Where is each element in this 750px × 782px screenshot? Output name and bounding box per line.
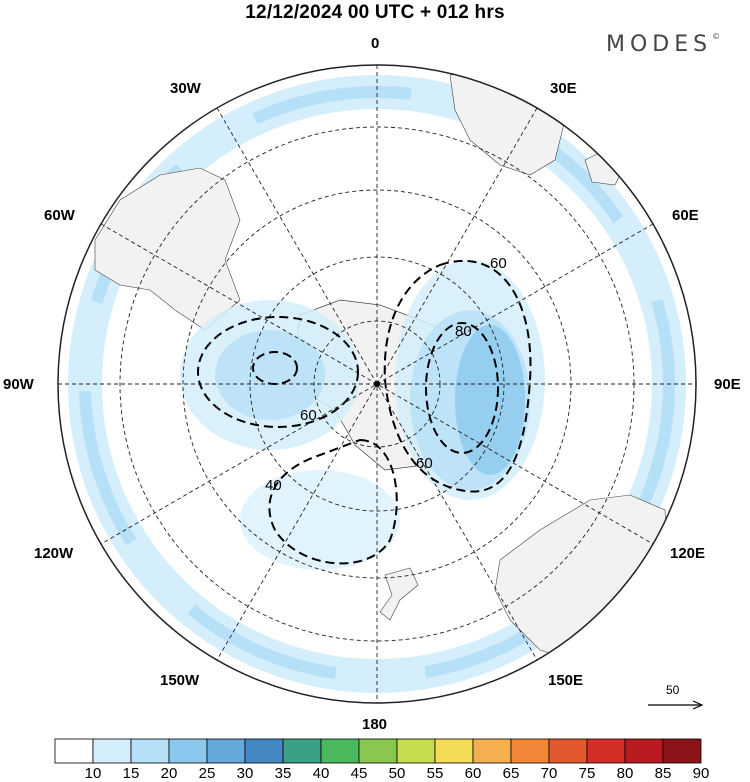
colorbar-tick-label: 85 xyxy=(654,765,672,782)
colorbar-tick-label: 10 xyxy=(84,765,102,782)
colorbar-swatch xyxy=(472,738,512,764)
lon-label-30w: 30W xyxy=(170,80,201,97)
colorbar-tick-label: 35 xyxy=(274,765,292,782)
contour-label-40: 40 xyxy=(265,477,282,494)
lon-label-180: 180 xyxy=(362,716,388,733)
colorbar-tick-label: 70 xyxy=(540,765,558,782)
scale-vector-arrow xyxy=(648,700,704,710)
colorbar-swatch xyxy=(434,738,474,764)
colorbar-swatch xyxy=(168,738,208,764)
colorbar-swatch xyxy=(586,738,626,764)
lon-label-30e: 30E xyxy=(550,80,577,97)
scale-vector-label: 50 xyxy=(666,683,680,697)
south-america-landmass xyxy=(94,167,241,331)
colorbar-swatch xyxy=(130,738,170,764)
colorbar-tick-label: 55 xyxy=(426,765,444,782)
colorbar-tick-label: 60 xyxy=(464,765,482,782)
contour-80-west xyxy=(252,351,298,385)
colorbar-swatch xyxy=(92,738,132,764)
colorbar-tick-label: 40 xyxy=(312,765,330,782)
colorbar-tick-label: 75 xyxy=(578,765,596,782)
colorbar-tick-label: 30 xyxy=(236,765,254,782)
lon-label-90w: 90W xyxy=(3,376,34,393)
lon-label-150e: 150E xyxy=(548,672,584,689)
colorbar xyxy=(54,738,702,764)
lon-label-60w: 60W xyxy=(44,207,75,224)
colorbar-swatch xyxy=(396,738,436,764)
contour-label-80: 80 xyxy=(455,323,472,340)
contour-label-60b: 60 xyxy=(300,407,317,424)
lon-label-150w: 150W xyxy=(160,672,200,689)
colorbar-swatch xyxy=(206,738,246,764)
colorbar-tick-label: 15 xyxy=(122,765,140,782)
contour-60-west xyxy=(197,316,359,428)
wind-shading-east-core xyxy=(455,325,525,475)
colorbar-tick-label: 45 xyxy=(350,765,368,782)
colorbar-tick-label: 65 xyxy=(502,765,520,782)
lon-label-90e: 90E xyxy=(714,376,741,393)
contour-80-east xyxy=(425,322,499,454)
lon-label-120e: 120E xyxy=(670,545,706,562)
colorbar-swatch xyxy=(510,738,550,764)
map-outline xyxy=(57,64,697,704)
colorbar-swatch xyxy=(282,738,322,764)
brand-name: MODES xyxy=(606,32,713,57)
contour-60-east xyxy=(383,259,532,493)
lon-label-0: 0 xyxy=(371,35,380,52)
colorbar-swatch xyxy=(662,738,702,764)
colorbar-swatch xyxy=(54,738,94,764)
brand-logo: MODES© xyxy=(606,32,720,57)
colorbar-tick-label: 90 xyxy=(692,765,710,782)
colorbar-tick-label: 25 xyxy=(198,765,216,782)
contour-40-south xyxy=(268,438,398,565)
colorbar-swatch xyxy=(320,738,360,764)
map-title: 12/12/2024 00 UTC + 012 hrs xyxy=(245,2,505,23)
wind-shading-west-inner xyxy=(215,330,325,420)
lon-label-120w: 120W xyxy=(34,545,74,562)
colorbar-tick-label: 20 xyxy=(160,765,178,782)
brand-mark: © xyxy=(712,32,721,41)
colorbar-swatch xyxy=(244,738,284,764)
colorbar-swatch xyxy=(358,738,398,764)
colorbar-swatch xyxy=(548,738,588,764)
new-zealand-landmass xyxy=(379,567,419,621)
lon-label-60e: 60E xyxy=(672,207,699,224)
colorbar-tick-label: 50 xyxy=(388,765,406,782)
contour-label-60c: 60 xyxy=(416,455,433,472)
pole-marker xyxy=(374,381,380,387)
colorbar-tick-label: 80 xyxy=(616,765,634,782)
contour-label-60: 60 xyxy=(490,255,507,272)
wind-shading-south xyxy=(240,470,400,570)
colorbar-swatch xyxy=(624,738,664,764)
isotachs xyxy=(197,259,532,565)
